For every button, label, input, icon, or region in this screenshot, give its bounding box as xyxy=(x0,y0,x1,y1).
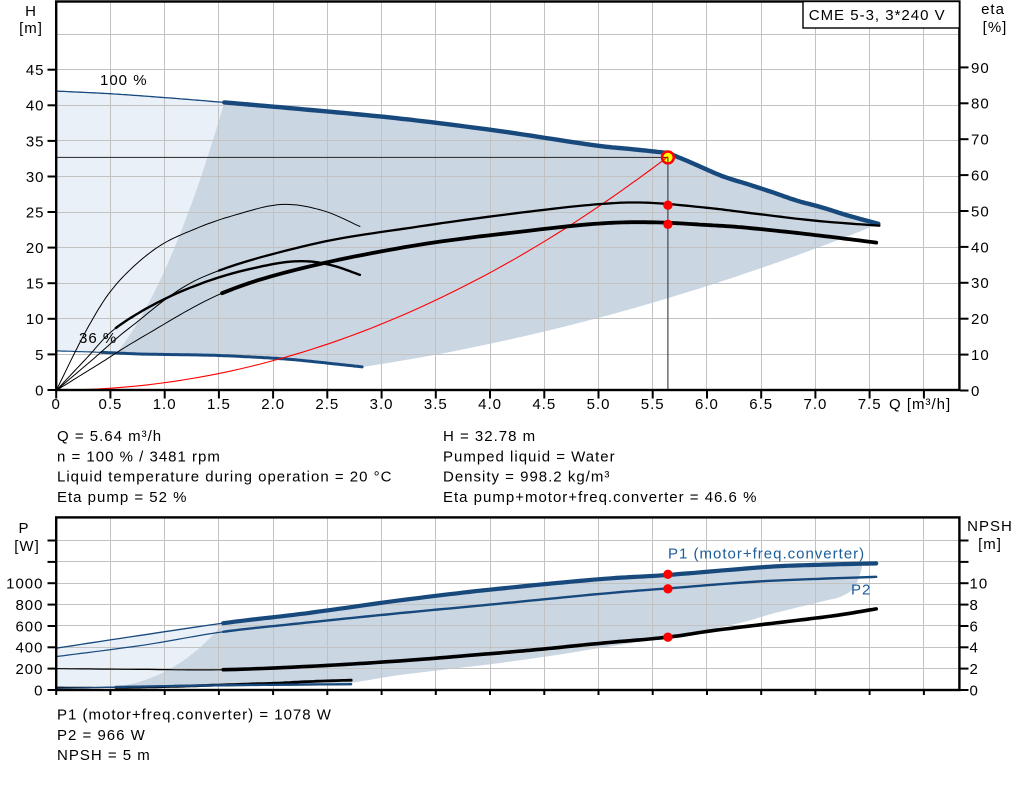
svg-text:30: 30 xyxy=(971,275,990,292)
svg-text:0.5: 0.5 xyxy=(99,396,123,413)
svg-text:H = 32.78 m: H = 32.78 m xyxy=(443,428,536,445)
svg-text:15: 15 xyxy=(26,276,45,293)
svg-text:0: 0 xyxy=(52,396,61,413)
svg-text:Eta pump+motor+freq.converter: Eta pump+motor+freq.converter = 46.6 % xyxy=(443,489,757,506)
svg-text:CME 5-3, 3*240 V: CME 5-3, 3*240 V xyxy=(809,7,946,24)
svg-text:5: 5 xyxy=(35,347,44,364)
svg-text:35: 35 xyxy=(26,133,45,150)
svg-text:P1 (motor+freq.converter): P1 (motor+freq.converter) xyxy=(668,546,865,563)
svg-text:10: 10 xyxy=(971,347,990,364)
svg-text:2.5: 2.5 xyxy=(315,396,339,413)
svg-text:20: 20 xyxy=(26,240,45,257)
svg-text:0: 0 xyxy=(35,382,44,399)
svg-text:[m]: [m] xyxy=(19,20,43,37)
svg-text:5.0: 5.0 xyxy=(587,396,611,413)
svg-text:800: 800 xyxy=(15,597,43,614)
svg-text:600: 600 xyxy=(15,618,43,635)
svg-text:3.0: 3.0 xyxy=(370,396,394,413)
svg-text:25: 25 xyxy=(26,204,45,221)
svg-text:2.0: 2.0 xyxy=(261,396,285,413)
svg-text:5.5: 5.5 xyxy=(641,396,665,413)
svg-text:45: 45 xyxy=(26,62,45,79)
svg-text:70: 70 xyxy=(971,132,990,149)
svg-text:4.0: 4.0 xyxy=(478,396,502,413)
svg-text:200: 200 xyxy=(15,661,43,678)
svg-text:1.5: 1.5 xyxy=(207,396,231,413)
svg-text:NPSH = 5 m: NPSH = 5 m xyxy=(57,747,151,764)
svg-text:6: 6 xyxy=(970,618,979,635)
svg-text:Q [m³/h]: Q [m³/h] xyxy=(889,396,951,413)
svg-text:0: 0 xyxy=(970,682,979,699)
svg-text:P1 (motor+freq.converter) = 10: P1 (motor+freq.converter) = 1078 W xyxy=(57,706,332,723)
svg-text:H: H xyxy=(25,3,37,20)
svg-text:4: 4 xyxy=(970,640,979,657)
svg-text:Q = 5.64 m³/h: Q = 5.64 m³/h xyxy=(57,428,162,445)
svg-text:2: 2 xyxy=(970,661,979,678)
svg-text:Density = 998.2 kg/m³: Density = 998.2 kg/m³ xyxy=(443,469,610,486)
svg-text:n = 100 % / 3481 rpm: n = 100 % / 3481 rpm xyxy=(57,448,221,465)
svg-text:Liquid temperature during oper: Liquid temperature during operation = 20… xyxy=(57,469,392,486)
svg-text:P: P xyxy=(18,520,29,537)
svg-text:60: 60 xyxy=(971,168,990,185)
svg-text:Pumped liquid = Water: Pumped liquid = Water xyxy=(443,448,616,465)
svg-text:6.0: 6.0 xyxy=(695,396,719,413)
svg-text:[%]: [%] xyxy=(983,19,1008,36)
svg-text:3.5: 3.5 xyxy=(424,396,448,413)
svg-text:8: 8 xyxy=(970,597,979,614)
svg-text:10: 10 xyxy=(26,311,45,328)
svg-text:4.5: 4.5 xyxy=(532,396,556,413)
svg-text:36 %: 36 % xyxy=(79,330,117,347)
svg-text:[W]: [W] xyxy=(14,538,40,555)
svg-text:1000: 1000 xyxy=(6,576,43,593)
svg-text:90: 90 xyxy=(971,60,990,77)
svg-text:10: 10 xyxy=(970,576,989,593)
svg-text:50: 50 xyxy=(971,203,990,220)
svg-text:20: 20 xyxy=(971,311,990,328)
svg-text:0: 0 xyxy=(34,682,43,699)
svg-text:30: 30 xyxy=(26,169,45,186)
svg-text:Eta pump = 52 %: Eta pump = 52 % xyxy=(57,489,188,506)
svg-text:7.5: 7.5 xyxy=(858,396,882,413)
svg-text:P2 = 966 W: P2 = 966 W xyxy=(57,727,146,744)
svg-text:80: 80 xyxy=(971,96,990,113)
svg-text:6.5: 6.5 xyxy=(749,396,773,413)
svg-text:NPSH: NPSH xyxy=(967,518,1013,535)
svg-text:100 %: 100 % xyxy=(100,72,148,89)
svg-text:0: 0 xyxy=(971,383,980,400)
svg-text:7.0: 7.0 xyxy=(803,396,827,413)
svg-text:400: 400 xyxy=(15,640,43,657)
svg-text:40: 40 xyxy=(971,239,990,256)
svg-text:1.0: 1.0 xyxy=(153,396,177,413)
svg-text:eta: eta xyxy=(981,1,1005,18)
svg-text:P2: P2 xyxy=(851,582,871,599)
svg-text:40: 40 xyxy=(26,98,45,115)
svg-text:[m]: [m] xyxy=(978,536,1002,553)
